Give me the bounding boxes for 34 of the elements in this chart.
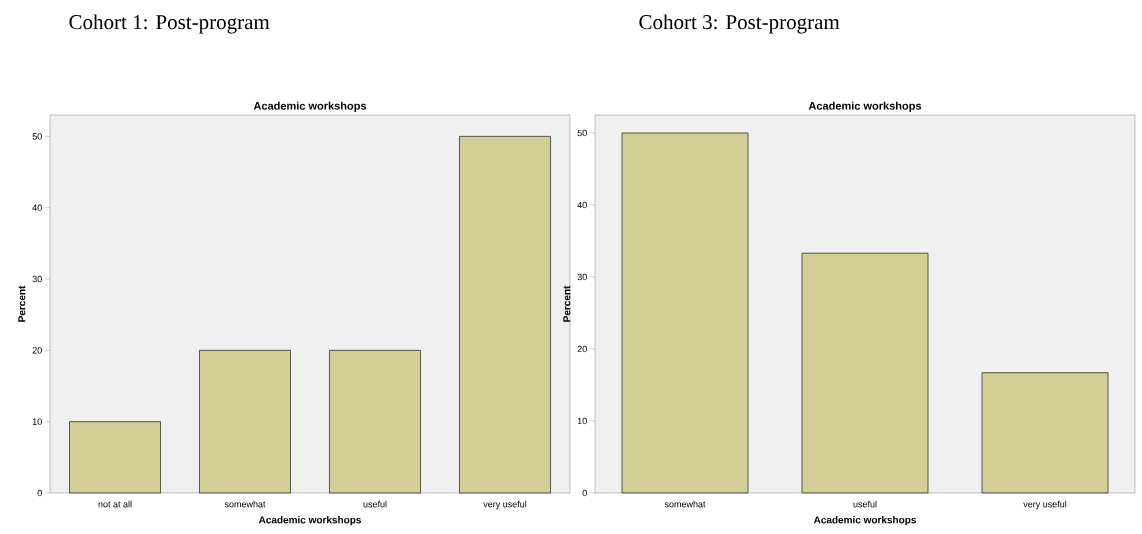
- chart-title: Cohort 3: Post-program: [639, 14, 840, 34]
- y-tick-label: 50: [32, 133, 42, 140]
- x-tick-label: somewhat: [224, 500, 266, 508]
- x-tick-label: useful: [363, 500, 387, 508]
- y-tick-label: 20: [32, 347, 42, 354]
- y-axis-title: Percent: [563, 285, 571, 322]
- x-tick-label: not at all: [98, 500, 132, 508]
- x-tick-label: useful: [853, 500, 877, 508]
- chart-subtitle: Academic workshops: [808, 101, 922, 112]
- bar: [329, 349, 421, 494]
- y-tick-label: 50: [577, 129, 587, 137]
- x-tick-label: somewhat: [664, 500, 706, 508]
- bar: [621, 132, 749, 494]
- bar: [801, 252, 929, 494]
- chart-subtitle: Academic workshops: [253, 101, 367, 112]
- x-axis-title: Academic workshops: [258, 516, 361, 526]
- y-tick-label: 30: [577, 273, 587, 281]
- y-axis-title: Percent: [18, 285, 26, 322]
- y-tick-label: 0: [37, 489, 42, 497]
- y-tick-label: 0: [582, 489, 587, 497]
- y-tick-label: 40: [577, 201, 587, 209]
- y-tick-label: 10: [32, 418, 42, 425]
- x-tick-label: very useful: [1023, 500, 1067, 510]
- x-axis-title: Academic workshops: [813, 516, 916, 526]
- chart-title: Cohort 1: Post-program: [69, 14, 270, 34]
- y-tick-label: 10: [577, 417, 587, 425]
- y-tick-label: 20: [577, 345, 587, 353]
- bar: [981, 372, 1109, 494]
- bar: [459, 135, 551, 494]
- bar: [69, 421, 161, 494]
- y-tick-label: 30: [32, 275, 42, 283]
- x-tick-label: very useful: [483, 500, 527, 510]
- bar: [199, 349, 291, 494]
- y-tick-label: 40: [32, 204, 42, 211]
